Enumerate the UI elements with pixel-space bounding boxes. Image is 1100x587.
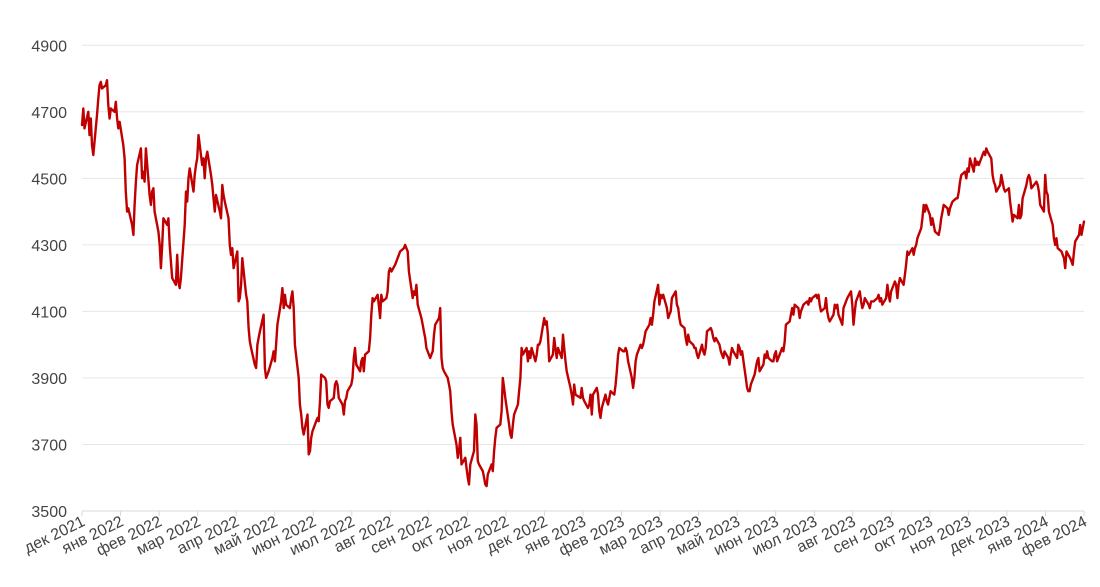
y-axis-labels: 3500 3700 3900 4100 4300 4500 4700 4900 bbox=[31, 38, 67, 521]
y-tick-label: 3500 bbox=[31, 504, 67, 521]
y-tick-label: 4900 bbox=[31, 38, 67, 55]
y-tick-label: 4500 bbox=[31, 171, 67, 188]
series-line bbox=[80, 79, 1086, 488]
y-tick-label: 4100 bbox=[31, 304, 67, 321]
x-axis-ticks bbox=[81, 511, 1085, 516]
y-tick-label: 4300 bbox=[31, 238, 67, 255]
y-tick-label: 3700 bbox=[31, 437, 67, 454]
y-tick-label: 4700 bbox=[31, 105, 67, 122]
gridlines bbox=[82, 44, 1084, 445]
y-tick-label: 3900 bbox=[31, 371, 67, 388]
